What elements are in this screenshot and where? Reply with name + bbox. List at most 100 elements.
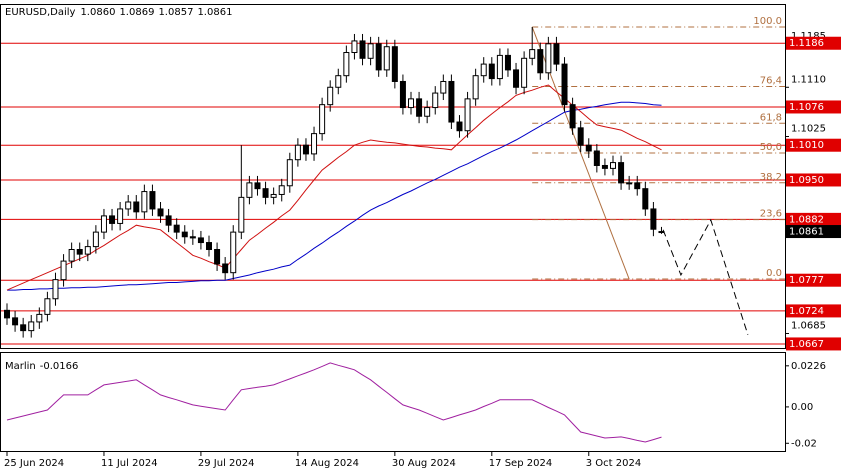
candle-body [432, 92, 439, 109]
candle-body [650, 208, 657, 230]
candle-body [658, 231, 665, 234]
candle-body [44, 298, 51, 315]
candle-body [238, 196, 245, 233]
y-tick-label: 0.00 [791, 402, 813, 413]
symbol: EURUSD,Daily [5, 7, 76, 18]
fib-label: 76,4 [760, 75, 782, 86]
candle-body [149, 191, 156, 210]
candle-body [367, 43, 374, 59]
moving-average [7, 101, 662, 291]
candle-body [561, 63, 568, 106]
candle-body [206, 242, 212, 251]
fib-label: 38,2 [760, 172, 782, 183]
x-tick-label: 30 Aug 2024 [392, 458, 456, 469]
candle-body [399, 80, 406, 109]
candle-body [68, 249, 75, 262]
front-layer: 1.1185 1.1110 1.1025 1.0685 1.1186 1.1076 1.10… [4, 16, 841, 469]
main-frame [0, 4, 786, 349]
candle-body [391, 46, 398, 82]
candle-body [585, 144, 592, 152]
candle-body [141, 191, 148, 213]
level-label: 1.1010 [789, 140, 824, 151]
candle-body [416, 98, 423, 117]
high-label: 1.0869 [119, 7, 154, 18]
candle-body [343, 52, 350, 77]
indicator-line [6, 362, 662, 443]
candle-body [4, 309, 10, 319]
x-tick-label: 25 Jun 2024 [4, 458, 64, 469]
close-label: 1.0861 [197, 7, 232, 18]
candle-body [230, 231, 237, 274]
candle-body [133, 201, 140, 213]
y-tick-label: -0.02 [791, 438, 817, 449]
x-tick-label: 3 Oct 2024 [586, 458, 641, 469]
candle-body [311, 133, 318, 155]
candle-body [424, 107, 431, 117]
x-tick-label: 29 Jul 2024 [198, 458, 255, 469]
level-label: 1.0950 [789, 175, 824, 186]
candle-body [521, 57, 528, 88]
candle-body [246, 182, 253, 198]
level-box [786, 212, 841, 226]
level-label: 1.0882 [789, 214, 824, 225]
moving-average [6, 84, 662, 291]
candle-body [28, 321, 35, 332]
back-layer [0, 26, 789, 456]
candle-body [601, 164, 608, 169]
level-box [786, 273, 841, 287]
forecast-line [662, 218, 749, 335]
candle-body [513, 69, 520, 88]
candle-body [618, 162, 625, 184]
level-label: 1.1186 [789, 38, 824, 49]
candle-body [593, 150, 600, 166]
y-tick-label: 1.1185 [791, 31, 826, 42]
header: EURUSD,Daily 1.0860 1.0869 1.0857 1.0861 [5, 7, 232, 18]
candle-body [480, 63, 487, 77]
candle-body [553, 43, 560, 65]
candle-body [408, 98, 414, 109]
candle-body [214, 249, 221, 265]
line-layer [6, 26, 749, 443]
candle-body [545, 43, 552, 74]
candle-body [165, 215, 172, 226]
candle-body [464, 98, 471, 132]
fib-label: 23,6 [760, 209, 782, 220]
candle-body [36, 313, 43, 323]
y-tick-label: 1.1025 [791, 124, 826, 135]
candle-body [504, 54, 511, 71]
candle-body [173, 224, 180, 233]
candle-body [456, 121, 463, 132]
candle-body [52, 279, 59, 300]
candle-body [359, 40, 366, 59]
candle-body [642, 188, 649, 210]
candle-body [335, 75, 342, 88]
candle-body [440, 80, 447, 94]
y-tick-label: 1.0685 [791, 321, 826, 332]
fib-label: 0.0 [766, 268, 782, 279]
candle-body [302, 144, 309, 155]
candle-body [181, 231, 188, 238]
candle-body [529, 49, 536, 59]
candle-body [222, 263, 229, 274]
level-label: 1.0724 [789, 306, 824, 317]
price-box [786, 225, 841, 239]
indicator-name: Marlin [5, 361, 36, 372]
level-box [786, 100, 841, 114]
candle-body [92, 231, 99, 248]
candle-body [84, 246, 91, 255]
candle-body [262, 188, 269, 198]
candle-body [76, 249, 83, 255]
candle-body [20, 324, 27, 332]
sub-frame [0, 352, 786, 452]
level-box [786, 36, 841, 50]
candle-body [286, 159, 293, 187]
candle-body [117, 208, 124, 224]
candle-body [319, 104, 326, 135]
candle-layer [4, 27, 665, 338]
candle-body [189, 236, 196, 239]
candle-body [626, 182, 633, 185]
indicator-title: Marlin -0.0166 [5, 361, 78, 372]
y-tick-label: 1.1110 [791, 74, 826, 85]
